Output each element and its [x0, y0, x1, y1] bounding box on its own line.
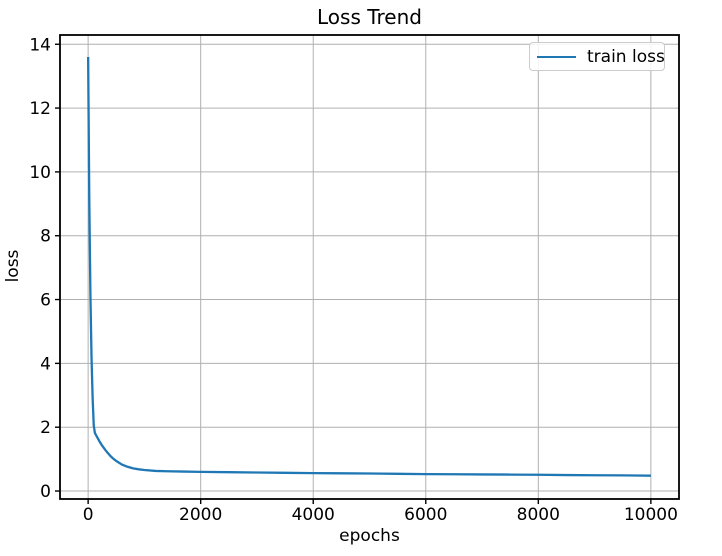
chart-title: Loss Trend	[317, 5, 422, 29]
x-tick-label: 0	[83, 505, 94, 525]
x-tick-label: 6000	[404, 505, 447, 525]
x-axis-label: epochs	[339, 526, 400, 546]
legend-entry-label: train loss	[587, 46, 665, 67]
y-tick-label: 12	[29, 99, 51, 119]
y-tick-label: 6	[40, 291, 51, 311]
y-tick-label: 10	[29, 163, 51, 183]
axes-spines	[59, 34, 680, 500]
y-tick-label: 4	[40, 354, 51, 374]
y-tick-label: 8	[40, 227, 51, 247]
y-tick-label: 0	[40, 482, 51, 502]
x-tick-label: 2000	[179, 505, 222, 525]
legend-line-sample-icon	[537, 55, 576, 58]
legend: train loss	[529, 42, 665, 71]
y-tick-label: 2	[40, 418, 51, 438]
x-tick-label: 4000	[292, 505, 335, 525]
x-tick-label: 10000	[624, 505, 678, 525]
train-loss-line	[86, 57, 651, 477]
x-tick-label: 8000	[517, 505, 560, 525]
y-tick-label: 14	[29, 35, 51, 55]
